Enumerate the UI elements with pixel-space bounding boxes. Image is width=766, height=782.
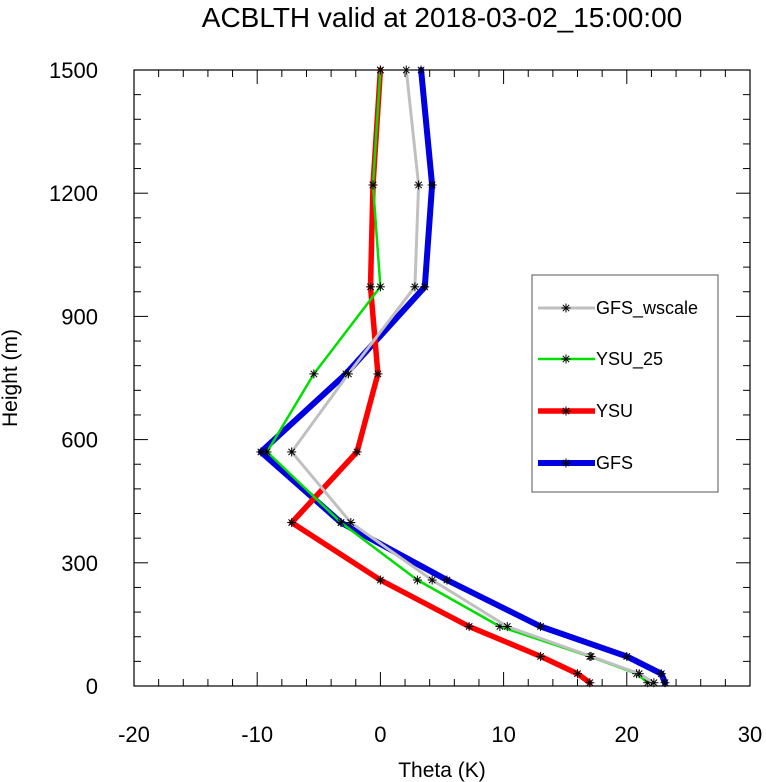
series-point-ysu-25 (368, 180, 378, 190)
legend-items: GFS_wscale YSU_25 YSU GFS (538, 298, 698, 473)
legend-label-ysu: YSU (596, 401, 633, 421)
series-point-gfs (442, 575, 452, 585)
x-tick-label: 10 (491, 722, 515, 747)
series-point-ysu (373, 369, 383, 379)
y-axis-label: Height (m) (0, 329, 22, 427)
y-tick-label: 1200 (49, 181, 98, 206)
series-point-gfs-wscale (634, 669, 644, 679)
axis-ticks (133, 69, 751, 687)
series-point-gfs-wscale (401, 65, 411, 75)
series-point-ysu (287, 518, 297, 528)
y-tick-label: 600 (61, 428, 98, 453)
series-point-ysu (585, 678, 595, 688)
series-point-ysu-25 (375, 65, 385, 75)
series-point-gfs-wscale (649, 678, 659, 688)
series-point-ysu (366, 282, 376, 292)
y-tick-label: 0 (86, 674, 98, 699)
x-tick-label: -20 (118, 722, 150, 747)
series-point-ysu-25 (262, 447, 272, 457)
series-point-gfs-wscale (410, 282, 420, 292)
legend-label-gfs: GFS (596, 453, 633, 473)
series-point-ysu (375, 575, 385, 585)
series-point-ysu (536, 651, 546, 661)
chart-title: ACBLTH valid at 2018-03-02_15:00:00 (202, 2, 682, 33)
series-layer (256, 65, 670, 688)
legend-marker-gfs-wscale (561, 303, 571, 313)
series-point-gfs-wscale (343, 369, 353, 379)
series-point-gfs-wscale (287, 447, 297, 457)
y-tick-label: 300 (61, 551, 98, 576)
series-point-gfs-wscale (414, 180, 424, 190)
series-point-gfs-wscale (427, 575, 437, 585)
series-point-gfs (416, 65, 426, 75)
legend-marker-ysu (561, 406, 571, 416)
series-point-ysu-25 (412, 575, 422, 585)
series-point-gfs-wscale (346, 518, 356, 528)
plot-frame (133, 69, 751, 687)
series-point-gfs-wscale (586, 651, 596, 661)
legend-marker-gfs (561, 458, 571, 468)
series-point-gfs (427, 180, 437, 190)
legend-marker-ysu-25 (561, 354, 571, 364)
series-point-gfs (420, 282, 430, 292)
x-axis-label: Theta (K) (398, 759, 486, 782)
series-point-ysu (352, 447, 362, 457)
series-point-ysu-25 (309, 369, 319, 379)
series-point-ysu-25 (336, 518, 346, 528)
x-tick-label: 20 (615, 722, 639, 747)
series-point-gfs (536, 621, 546, 631)
x-tick-label: -10 (241, 722, 273, 747)
series-point-ysu-25 (375, 282, 385, 292)
series-point-ysu (464, 621, 474, 631)
series-point-gfs-wscale (502, 621, 512, 631)
series-point-ysu (573, 669, 583, 679)
x-tick-label: 0 (374, 722, 386, 747)
x-tick-label: 30 (738, 722, 762, 747)
legend-label-ysu-25: YSU_25 (596, 349, 663, 370)
legend-label-gfs-wscale: GFS_wscale (596, 298, 698, 319)
y-tick-label: 900 (61, 304, 98, 329)
legend: GFS_wscale YSU_25 YSU GFS (531, 274, 719, 493)
series-point-gfs (660, 678, 670, 688)
series-point-gfs (622, 651, 632, 661)
series-point-gfs (656, 669, 666, 679)
y-tick-label: 1500 (49, 58, 98, 83)
